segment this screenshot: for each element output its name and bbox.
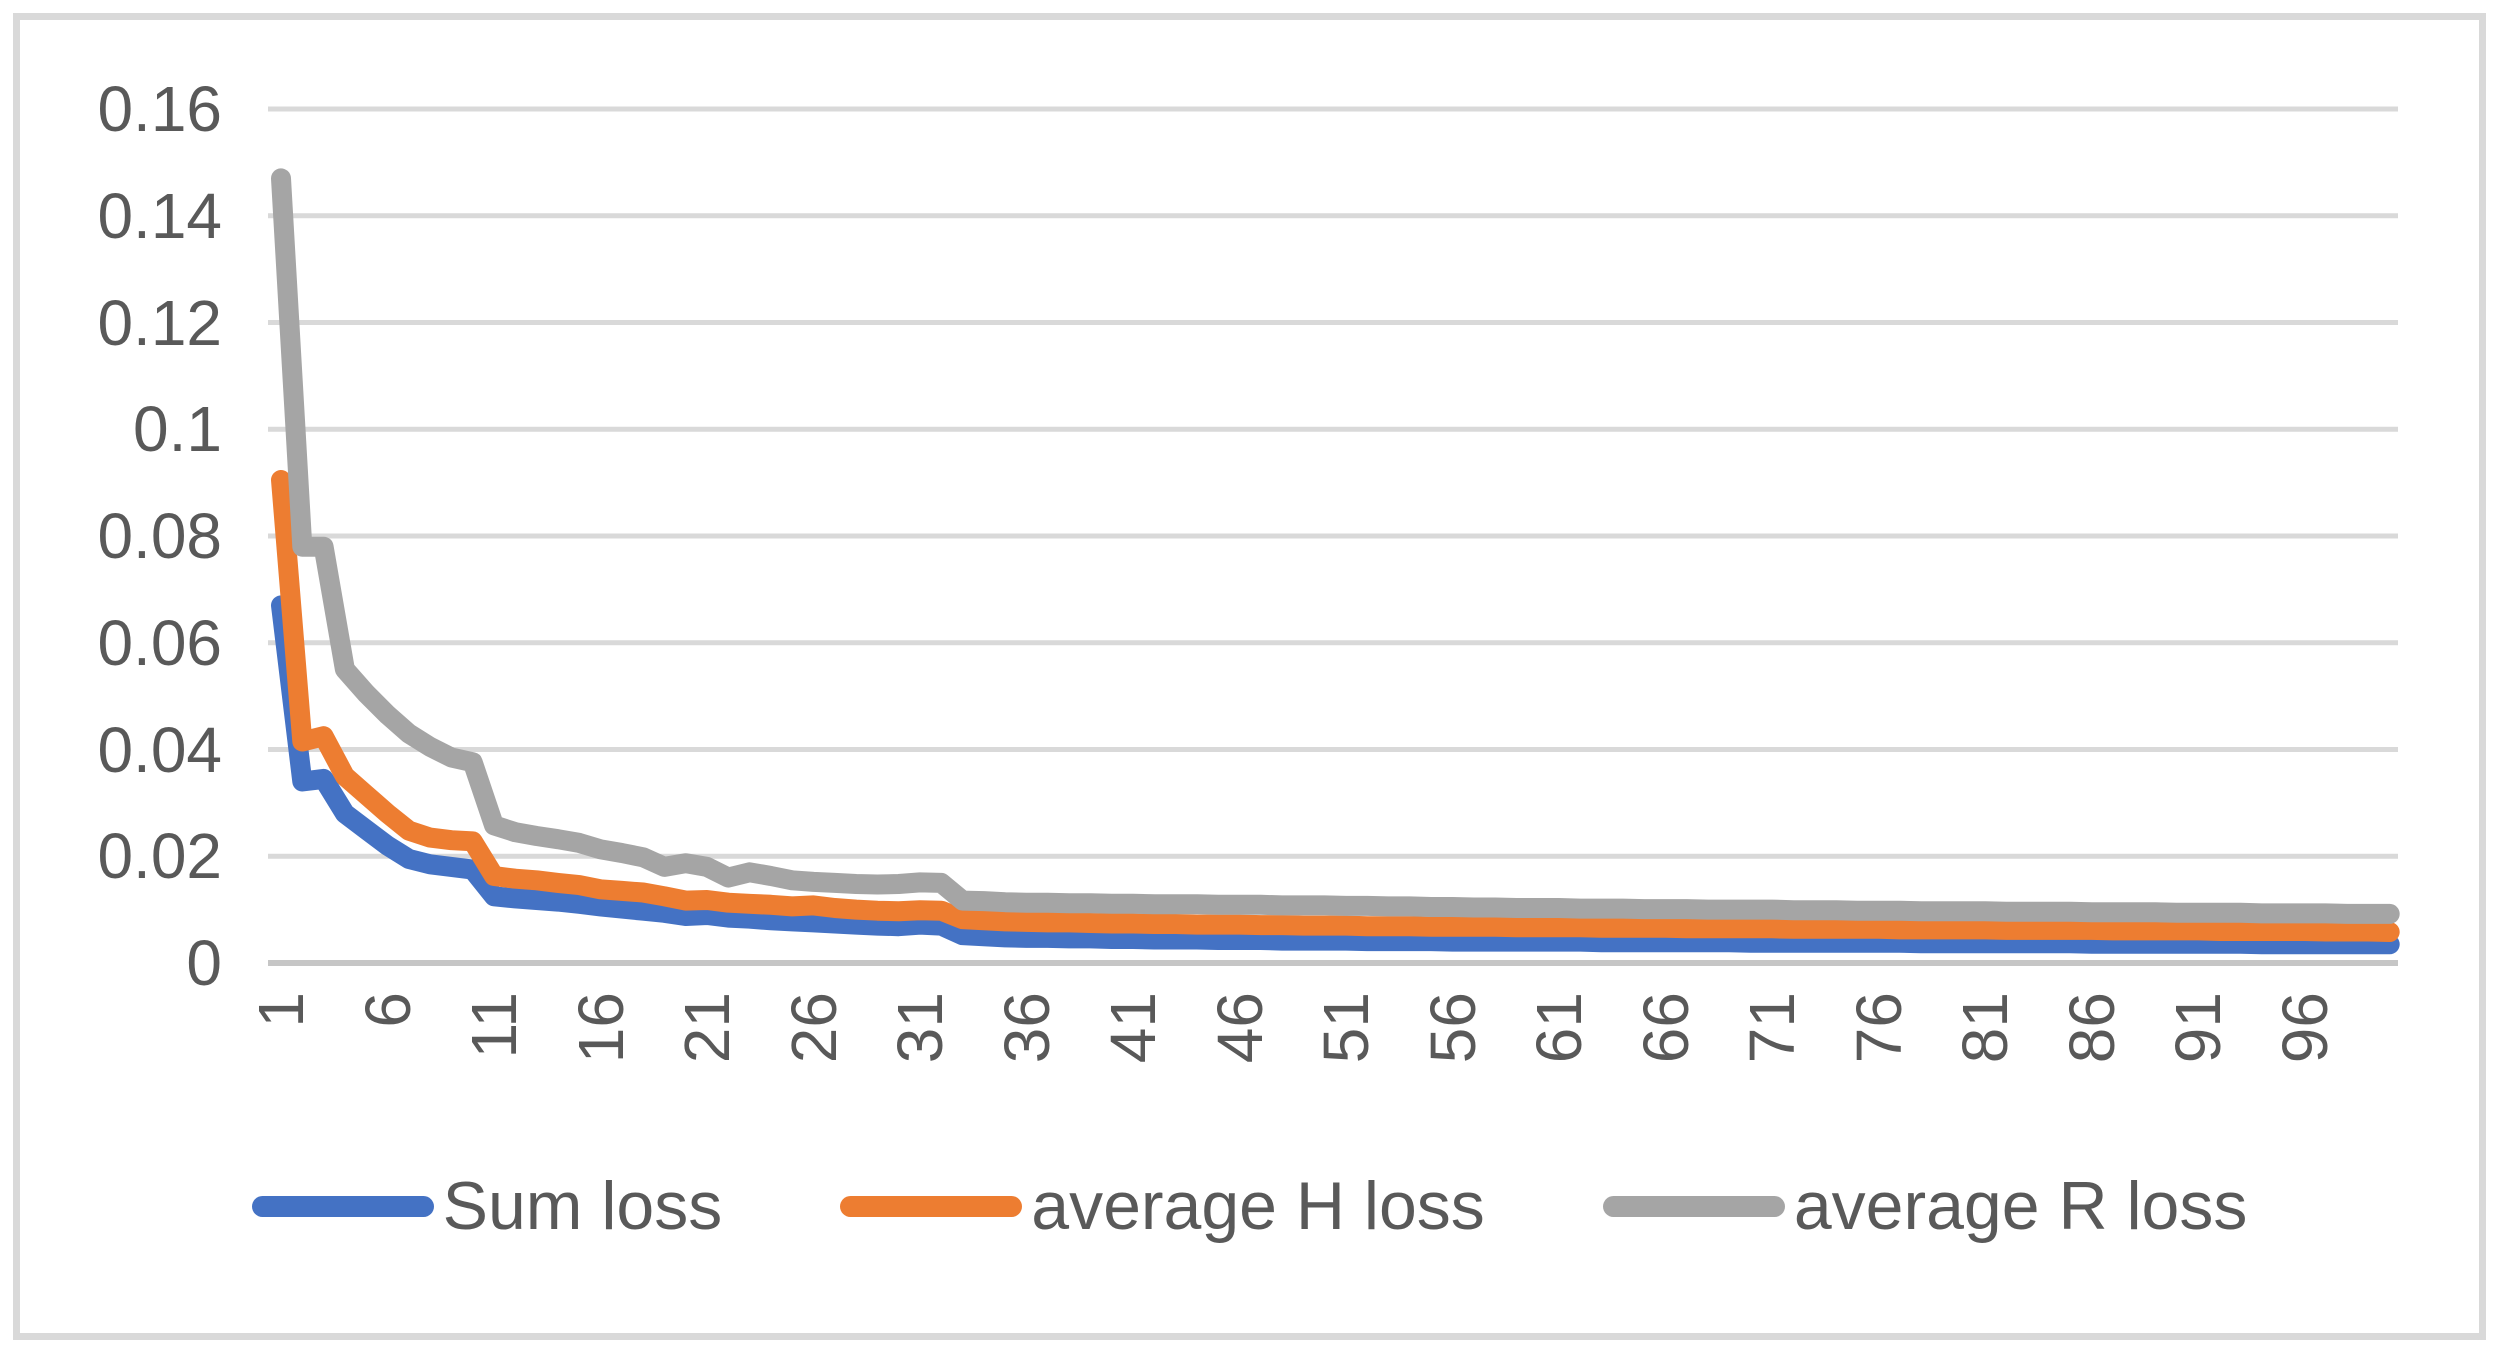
series-line-sum-loss xyxy=(271,595,2400,955)
y-axis-tick-label: 0.1 xyxy=(133,393,222,466)
x-axis-tick-label: 51 xyxy=(1310,992,1382,1064)
x-axis-tick-label: 71 xyxy=(1736,992,1808,1064)
x-axis-tick-label: 76 xyxy=(1842,992,1915,1064)
x-axis-tick-label: 31 xyxy=(884,992,956,1064)
y-axis-tick-label: 0.06 xyxy=(97,606,222,679)
legend-label: Sum loss xyxy=(442,1168,723,1244)
x-axis-tick-label: 56 xyxy=(1416,992,1489,1064)
series-line-average-h-loss xyxy=(271,470,2400,942)
x-axis-tick-label: 81 xyxy=(1949,992,2021,1064)
y-axis-tick-label: 0.14 xyxy=(97,179,222,252)
x-axis-tick-label: 36 xyxy=(990,992,1063,1064)
x-axis-tick-label: 96 xyxy=(2268,992,2341,1064)
x-axis-tick-label: 86 xyxy=(2055,992,2128,1064)
legend-line-sample xyxy=(251,1195,434,1217)
legend-line-sample xyxy=(1602,1195,1785,1217)
legend-item-average-r-loss: average R loss xyxy=(1602,1168,2248,1244)
x-axis-tick-label: 1 xyxy=(245,992,317,1028)
y-axis-tick-label: 0.02 xyxy=(97,820,222,893)
x-axis-tick-label: 41 xyxy=(1097,992,1169,1064)
y-axis-tick-label: 0.16 xyxy=(97,73,222,145)
y-axis-tick-label: 0.04 xyxy=(97,713,222,786)
x-axis-tick-label: 21 xyxy=(671,992,743,1064)
x-axis-tick-label: 91 xyxy=(2162,992,2234,1064)
x-axis-tick-label: 66 xyxy=(1629,992,1702,1064)
x-axis-tick-label: 16 xyxy=(564,992,637,1064)
y-axis-tick-label: 0 xyxy=(186,927,222,999)
x-axis-tick-label: 46 xyxy=(1203,992,1276,1064)
legend-line-sample xyxy=(840,1195,1023,1217)
legend: Sum loss average H loss average R loss xyxy=(0,1172,2499,1240)
series-lines xyxy=(271,168,2400,955)
legend-label: average R loss xyxy=(1793,1168,2248,1244)
y-axis-tick-label: 0.08 xyxy=(97,500,222,572)
x-axis-tick-label: 6 xyxy=(351,992,424,1028)
legend-item-sum-loss: Sum loss xyxy=(251,1168,723,1244)
gridlines xyxy=(268,106,2398,966)
legend-item-average-h-loss: average H loss xyxy=(840,1172,1485,1240)
plot-area xyxy=(268,106,2400,966)
series-line-average-r-loss xyxy=(271,168,2400,924)
x-axis-tick-label: 11 xyxy=(458,992,530,1059)
x-axis-tick-label: 26 xyxy=(777,992,850,1064)
chart-frame-border xyxy=(13,13,2486,1340)
y-axis-tick-label: 0.12 xyxy=(97,286,222,359)
legend-label: average H loss xyxy=(1031,1168,1485,1244)
x-axis-tick-label: 61 xyxy=(1523,992,1595,1064)
